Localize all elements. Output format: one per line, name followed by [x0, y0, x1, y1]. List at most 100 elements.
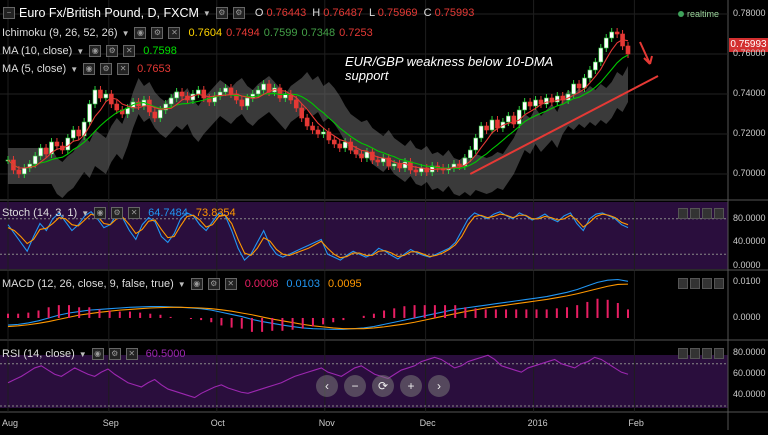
ma5-label[interactable]: MA (5, close) — [2, 63, 67, 75]
pane-down-icon[interactable] — [690, 348, 700, 359]
candle-body — [467, 149, 473, 159]
settings-icon[interactable]: ⚙ — [111, 207, 124, 219]
zoom-controls: ‹ − ⟳ + › — [316, 375, 450, 397]
ohlc-value: 0.76443 — [263, 7, 307, 19]
settings-icon[interactable]: ⚙ — [207, 278, 220, 290]
chevron-down-icon[interactable]: ▼ — [76, 46, 85, 56]
stoch-label[interactable]: Stoch (14, 3, 1) — [2, 207, 78, 219]
close-icon[interactable]: ✕ — [125, 348, 138, 360]
stoch-pane-controls[interactable] — [678, 208, 724, 219]
candle-body — [321, 131, 326, 135]
pane-maximize-icon[interactable] — [702, 348, 712, 359]
close-icon[interactable]: ✕ — [128, 207, 141, 219]
ma10-legend: MA (10, close) ▼ ◉ ⚙ ✕ 0.7598 — [2, 45, 177, 57]
settings-icon[interactable]: ⚙ — [215, 7, 228, 19]
candle-body — [81, 121, 87, 137]
pane-close-icon[interactable] — [714, 208, 724, 219]
indicator-series-line — [7, 283, 629, 330]
chevron-down-icon[interactable]: ▼ — [177, 279, 186, 289]
chevron-down-icon[interactable]: ▼ — [70, 64, 79, 74]
rsi-label[interactable]: RSI (14, close) — [2, 348, 75, 360]
candle-body — [593, 61, 598, 71]
x-tick-label: Feb — [628, 418, 644, 428]
candle-body — [603, 37, 609, 49]
close-icon[interactable]: ✕ — [123, 45, 136, 57]
chevron-down-icon[interactable]: ▼ — [121, 28, 130, 38]
format-icon[interactable]: ⚙ — [232, 7, 245, 19]
ichimoku-value: 0.7494 — [226, 27, 260, 39]
ma10-label[interactable]: MA (10, close) — [2, 45, 73, 57]
candle-body — [38, 147, 43, 157]
candle-body — [196, 89, 201, 95]
macd-pane-controls[interactable] — [678, 278, 724, 289]
reset-zoom-button[interactable]: ⟳ — [372, 375, 394, 397]
eye-icon[interactable]: ◉ — [134, 27, 147, 39]
candle-body — [163, 103, 169, 111]
trendline — [469, 75, 659, 175]
collapse-icon[interactable]: − — [3, 7, 15, 19]
pane-up-icon[interactable] — [678, 348, 688, 359]
close-icon[interactable]: ✕ — [168, 27, 181, 39]
eye-icon[interactable]: ◉ — [89, 45, 102, 57]
chevron-down-icon[interactable]: ▼ — [81, 208, 90, 218]
pane-up-icon[interactable] — [678, 278, 688, 289]
close-icon[interactable]: ✕ — [224, 278, 237, 290]
candle-body — [157, 109, 163, 119]
settings-icon[interactable]: ⚙ — [151, 27, 164, 39]
pane-close-icon[interactable] — [714, 278, 724, 289]
candle-body — [261, 83, 266, 91]
settings-icon[interactable]: ⚙ — [100, 63, 113, 75]
chevron-down-icon[interactable]: ▼ — [202, 8, 211, 18]
y-tick-label: 40.0000 — [733, 236, 766, 247]
annotation-line-2: support — [345, 68, 389, 83]
ohlc-key: L — [369, 7, 375, 19]
ichimoku-label[interactable]: Ichimoku (9, 26, 52, 26) — [2, 27, 118, 39]
candle-body — [152, 111, 158, 119]
candle-body — [462, 157, 468, 167]
candle-body — [391, 163, 397, 167]
candle-body — [386, 157, 392, 167]
candle-body — [54, 141, 60, 147]
realtime-dot-icon — [678, 11, 684, 17]
candle-body — [511, 115, 517, 125]
symbol-title[interactable]: Euro Fx/British Pound, D, FXCM — [19, 6, 199, 20]
pane-close-icon[interactable] — [714, 348, 724, 359]
pane-maximize-icon[interactable] — [702, 208, 712, 219]
settings-icon[interactable]: ⚙ — [108, 348, 121, 360]
candle-body — [103, 93, 109, 99]
eye-icon[interactable]: ◉ — [91, 348, 104, 360]
y-tick-label: 60.0000 — [733, 368, 766, 379]
chevron-down-icon[interactable]: ▼ — [78, 349, 87, 359]
candle-body — [402, 161, 408, 169]
pane-maximize-icon[interactable] — [702, 278, 712, 289]
ohlc-value: 0.76487 — [320, 7, 364, 19]
macd-signal-value: 0.0095 — [328, 278, 362, 290]
macd-line-value: 0.0103 — [286, 278, 321, 290]
candle-body — [223, 87, 228, 93]
eye-icon[interactable]: ◉ — [94, 207, 107, 219]
zoom-out-button[interactable]: − — [344, 375, 366, 397]
eye-icon[interactable]: ◉ — [190, 278, 203, 290]
candle-body — [506, 115, 511, 123]
rsi-pane-controls[interactable] — [678, 348, 724, 359]
settings-icon[interactable]: ⚙ — [106, 45, 119, 57]
scroll-left-button[interactable]: ‹ — [316, 375, 338, 397]
candle-body — [92, 89, 98, 105]
pane-up-icon[interactable] — [678, 208, 688, 219]
scroll-right-button[interactable]: › — [428, 375, 450, 397]
zoom-in-button[interactable]: + — [400, 375, 422, 397]
candle-body — [293, 99, 299, 109]
realtime-label: realtime — [687, 9, 720, 19]
current-price-tag: 0.75993 — [729, 38, 768, 52]
candle-body — [457, 163, 462, 167]
indicator-series-line — [7, 278, 629, 330]
macd-label[interactable]: MACD (12, 26, close, 9, false, true) — [2, 278, 174, 290]
pane-down-icon[interactable] — [690, 278, 700, 289]
eye-icon[interactable]: ◉ — [83, 63, 96, 75]
candle-body — [174, 91, 179, 99]
close-icon[interactable]: ✕ — [117, 63, 130, 75]
pane-down-icon[interactable] — [690, 208, 700, 219]
candle-body — [310, 125, 315, 131]
chart-annotation: EUR/GBP weakness below 10-DMA support — [345, 55, 585, 83]
